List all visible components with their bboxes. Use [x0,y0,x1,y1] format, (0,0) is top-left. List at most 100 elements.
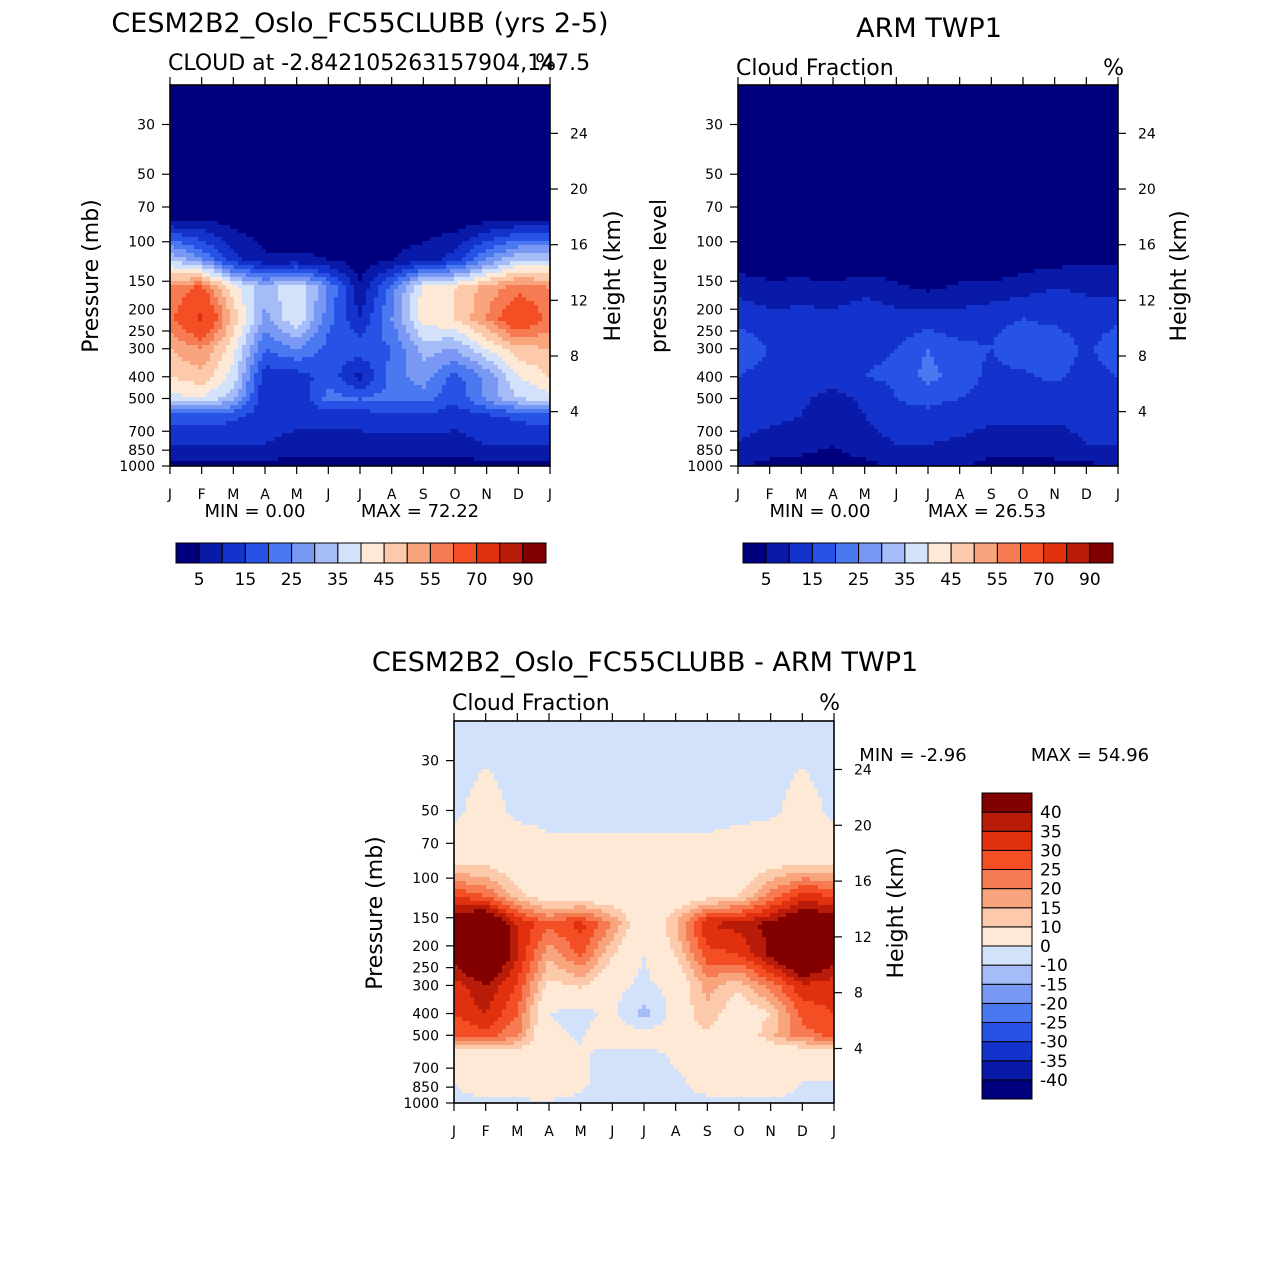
field-cell [310,253,315,258]
field-cell [286,197,291,202]
field-cell [306,85,311,90]
field-cell [530,105,535,110]
field-cell [334,97,339,102]
field-cell [482,261,487,266]
field-cell [414,185,419,190]
field-cell [314,197,319,202]
field-cell [466,153,471,158]
field-cell [226,281,231,286]
field-cell [342,293,347,298]
field-cell [358,161,363,166]
field-cell [394,273,399,278]
field-cell [326,265,331,270]
field-cell [242,269,247,274]
field-cell [262,201,267,206]
field-cell [534,193,539,198]
field-cell [362,253,367,258]
field-cell [266,229,271,234]
field-cell [470,105,475,110]
field-cell [426,253,431,258]
field-cell [522,133,527,138]
field-cell [306,117,311,122]
field-cell [218,249,223,254]
field-cell [398,157,403,162]
field-cell [222,97,227,102]
field-cell [334,209,339,214]
field-cell [394,141,399,146]
field-cell [246,93,251,98]
field-cell [466,89,471,94]
field-cell [262,229,267,234]
field-cell [350,145,355,150]
field-cell [518,241,523,246]
field-cell [438,145,443,150]
field-cell [438,249,443,254]
field-cell [510,289,515,294]
field-cell [210,97,215,102]
field-cell [294,241,299,246]
field-cell [198,253,203,258]
field-cell [546,201,551,206]
field-cell [298,177,303,182]
field-cell [386,137,391,142]
field-cell [426,133,431,138]
field-cell [462,237,467,242]
field-cell [434,229,439,234]
field-cell [286,293,291,298]
field-cell [366,217,371,222]
field-cell [258,209,263,214]
field-cell [294,153,299,158]
field-cell [342,281,347,286]
field-cell [270,93,275,98]
field-cell [358,241,363,246]
field-cell [446,205,451,210]
field-cell [266,181,271,186]
field-cell [278,221,283,226]
field-cell [478,237,483,242]
field-cell [414,193,419,198]
field-cell [222,269,227,274]
field-cell [286,229,291,234]
field-cell [334,285,339,290]
field-cell [282,181,287,186]
field-cell [406,85,411,90]
field-cell [194,225,199,230]
field-cell [542,153,547,158]
field-cell [346,269,351,274]
field-cell [406,285,411,290]
field-cell [294,109,299,114]
field-cell [490,201,495,206]
field-cell [434,209,439,214]
field-cell [278,265,283,270]
field-cell [506,209,511,214]
field-cell [442,277,447,282]
field-cell [250,181,255,186]
field-cell [422,101,427,106]
field-cell [466,197,471,202]
field-cell [422,257,427,262]
field-cell [370,101,375,106]
field-cell [334,137,339,142]
field-cell [214,185,219,190]
field-cell [482,177,487,182]
field-cell [254,261,259,266]
field-cell [254,253,259,258]
field-cell [266,289,271,294]
field-cell [542,173,547,178]
field-cell [490,125,495,130]
field-cell [250,201,255,206]
field-cell [302,293,307,298]
field-cell [370,121,375,126]
field-cell [446,201,451,206]
field-cell [182,101,187,106]
field-cell [282,201,287,206]
field-cell [486,269,491,274]
field-cell [226,241,231,246]
field-cell [514,237,519,242]
field-cell [450,101,455,106]
field-cell [390,257,395,262]
field-cell [270,137,275,142]
field-cell [206,181,211,186]
field-cell [438,213,443,218]
field-cell [314,289,319,294]
